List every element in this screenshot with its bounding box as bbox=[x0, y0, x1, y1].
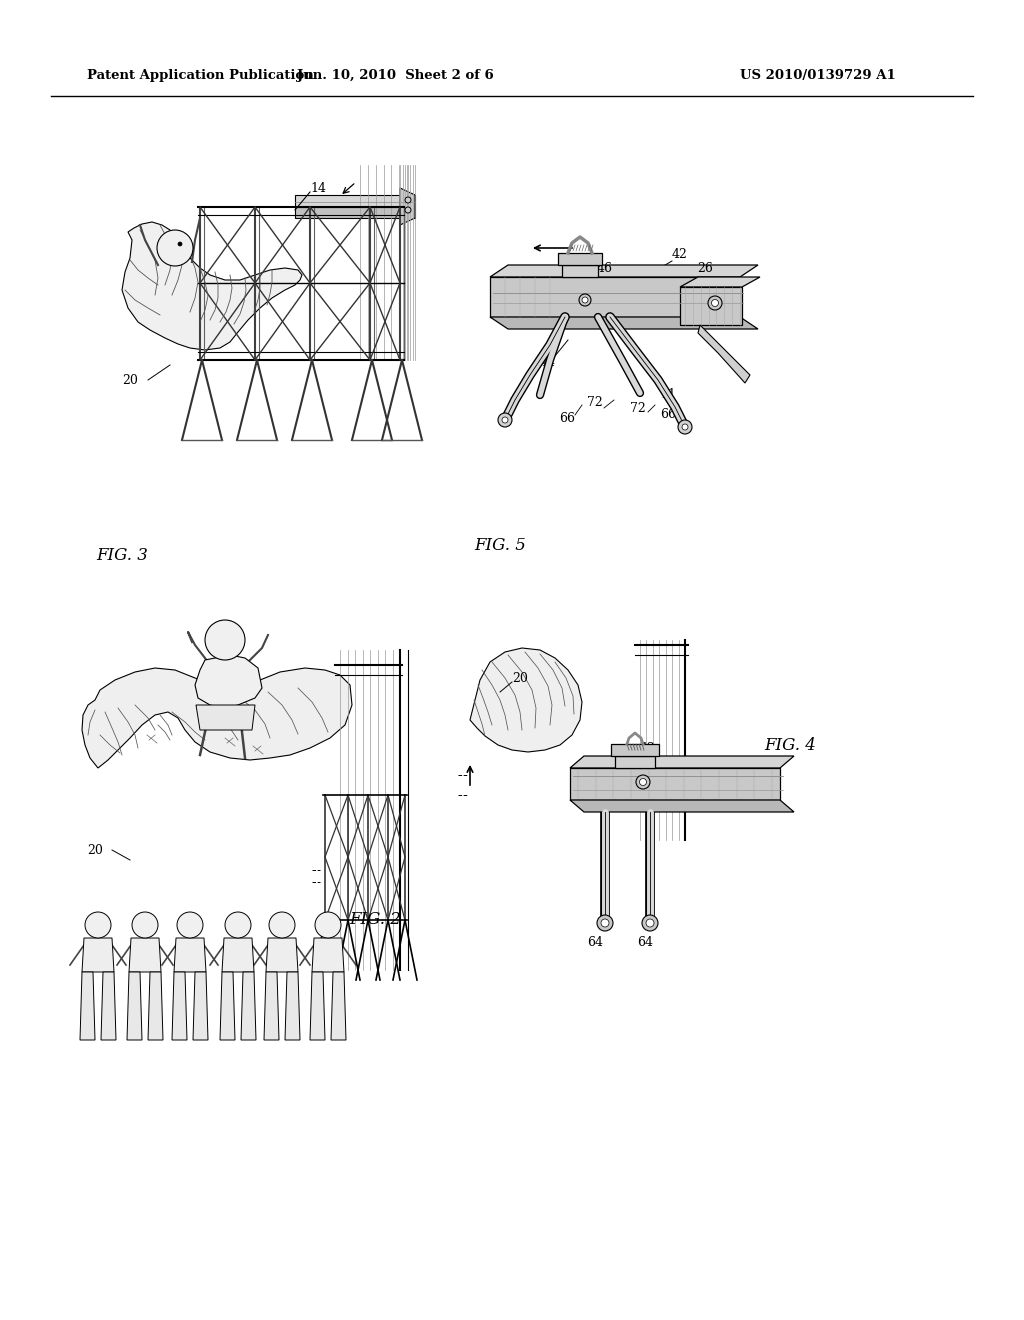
Text: Jun. 10, 2010  Sheet 2 of 6: Jun. 10, 2010 Sheet 2 of 6 bbox=[297, 70, 494, 82]
Polygon shape bbox=[698, 325, 750, 383]
Text: FIG. 5: FIG. 5 bbox=[474, 536, 526, 553]
Polygon shape bbox=[241, 972, 256, 1040]
Polygon shape bbox=[220, 972, 234, 1040]
Polygon shape bbox=[195, 655, 262, 708]
Polygon shape bbox=[570, 800, 794, 812]
Text: 20: 20 bbox=[122, 374, 138, 387]
Circle shape bbox=[177, 912, 203, 939]
Polygon shape bbox=[148, 972, 163, 1040]
Circle shape bbox=[225, 912, 251, 939]
Polygon shape bbox=[490, 317, 758, 329]
Polygon shape bbox=[266, 939, 298, 972]
Text: 44: 44 bbox=[540, 355, 556, 368]
Circle shape bbox=[502, 417, 508, 422]
Text: 72: 72 bbox=[587, 396, 603, 408]
Circle shape bbox=[678, 420, 692, 434]
Circle shape bbox=[708, 296, 722, 310]
Polygon shape bbox=[80, 972, 95, 1040]
Circle shape bbox=[597, 915, 613, 931]
Circle shape bbox=[85, 912, 111, 939]
Text: 26: 26 bbox=[697, 261, 713, 275]
Circle shape bbox=[315, 912, 341, 939]
Text: 42: 42 bbox=[672, 248, 688, 261]
Circle shape bbox=[406, 197, 411, 203]
Circle shape bbox=[636, 775, 650, 789]
Circle shape bbox=[646, 919, 654, 927]
Polygon shape bbox=[312, 939, 344, 972]
Circle shape bbox=[601, 919, 609, 927]
Text: 66: 66 bbox=[559, 412, 575, 425]
Polygon shape bbox=[82, 668, 352, 768]
Circle shape bbox=[157, 230, 193, 267]
Polygon shape bbox=[310, 972, 325, 1040]
Polygon shape bbox=[193, 972, 208, 1040]
Polygon shape bbox=[174, 939, 206, 972]
Circle shape bbox=[498, 413, 512, 426]
Text: 14: 14 bbox=[310, 181, 326, 194]
Circle shape bbox=[406, 207, 411, 213]
Polygon shape bbox=[331, 972, 346, 1040]
Polygon shape bbox=[570, 768, 780, 800]
Circle shape bbox=[205, 620, 245, 660]
Polygon shape bbox=[101, 972, 116, 1040]
Text: Patent Application Publication: Patent Application Publication bbox=[87, 70, 313, 82]
Text: 42: 42 bbox=[640, 742, 656, 755]
Text: 46: 46 bbox=[597, 261, 613, 275]
Polygon shape bbox=[562, 265, 598, 277]
Circle shape bbox=[582, 297, 588, 304]
Circle shape bbox=[579, 294, 591, 306]
Text: 20: 20 bbox=[512, 672, 528, 685]
Polygon shape bbox=[285, 972, 300, 1040]
Circle shape bbox=[269, 912, 295, 939]
Text: 66: 66 bbox=[660, 408, 676, 421]
Polygon shape bbox=[127, 972, 142, 1040]
Polygon shape bbox=[172, 972, 187, 1040]
Polygon shape bbox=[558, 253, 602, 265]
Text: FIG. 3: FIG. 3 bbox=[96, 546, 147, 564]
Polygon shape bbox=[295, 207, 415, 218]
Polygon shape bbox=[470, 648, 582, 752]
Polygon shape bbox=[490, 277, 740, 317]
Text: 64: 64 bbox=[637, 936, 653, 949]
Circle shape bbox=[642, 915, 658, 931]
Polygon shape bbox=[400, 187, 415, 224]
Polygon shape bbox=[611, 744, 659, 756]
Polygon shape bbox=[264, 972, 279, 1040]
Polygon shape bbox=[490, 265, 758, 277]
Polygon shape bbox=[196, 705, 255, 730]
Polygon shape bbox=[615, 756, 655, 768]
Circle shape bbox=[682, 424, 688, 430]
Polygon shape bbox=[129, 939, 161, 972]
Polygon shape bbox=[680, 286, 742, 325]
Polygon shape bbox=[82, 939, 114, 972]
Circle shape bbox=[178, 242, 182, 246]
Text: 71: 71 bbox=[660, 388, 676, 401]
Polygon shape bbox=[295, 195, 415, 207]
Text: 64: 64 bbox=[587, 936, 603, 949]
Polygon shape bbox=[122, 222, 302, 350]
Circle shape bbox=[132, 912, 158, 939]
Circle shape bbox=[712, 300, 719, 306]
Polygon shape bbox=[570, 756, 794, 768]
Text: 26: 26 bbox=[660, 755, 676, 768]
Text: US 2010/0139729 A1: US 2010/0139729 A1 bbox=[740, 70, 896, 82]
Text: 72: 72 bbox=[630, 401, 646, 414]
Text: 20: 20 bbox=[87, 843, 103, 857]
Text: FIG. 4: FIG. 4 bbox=[764, 737, 816, 754]
Polygon shape bbox=[222, 939, 254, 972]
Text: FIG. 2: FIG. 2 bbox=[349, 912, 401, 928]
Circle shape bbox=[640, 779, 646, 785]
Polygon shape bbox=[680, 277, 760, 286]
